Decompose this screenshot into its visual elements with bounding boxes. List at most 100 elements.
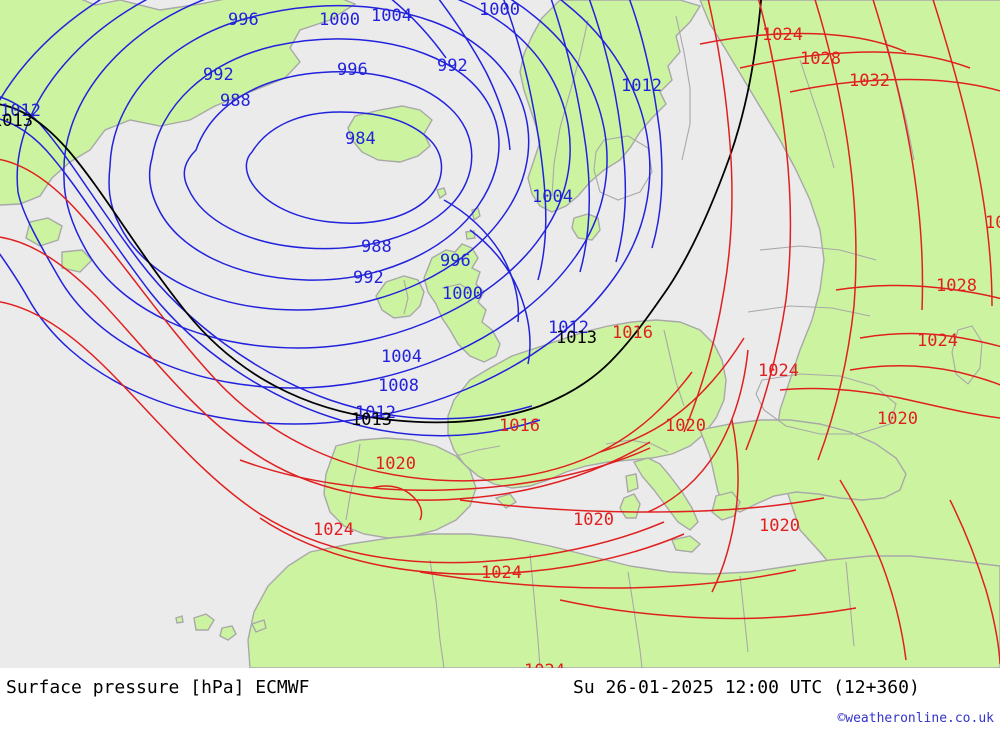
land-scandinavia: [519, 0, 702, 213]
isobar-1024: [0, 301, 665, 564]
isobar-label: 1004: [381, 347, 422, 367]
isobar-label: 988: [220, 91, 251, 111]
isobar-label: 1012: [355, 403, 396, 423]
isobar-africa-1: [839, 479, 907, 661]
isobar-label: 1000: [319, 10, 360, 30]
isobar-label: 1024: [524, 663, 565, 669]
isobar-label: 992: [437, 56, 468, 76]
land-north-africa: [247, 533, 1000, 668]
isobar-label: 1012: [621, 76, 662, 96]
isobar-1016-ne: [683, 0, 733, 433]
isobar-high-layer: [0, 0, 1000, 665]
isobar-label: 1013: [556, 328, 597, 348]
land-greenland-isles: [25, 217, 63, 247]
isobar-label: 992: [203, 65, 234, 85]
isobar-label: 1032: [849, 71, 890, 91]
isobar-label: 1000: [479, 0, 520, 20]
land-faroe: [436, 187, 447, 200]
isobar-label: 1024: [917, 331, 958, 351]
isobar-1012-scand: [628, 0, 663, 249]
isobar-low-layer: [0, 0, 663, 437]
watermark-credit: ©weatheronline.co.uk: [837, 711, 994, 726]
isobar-1032-ne: [932, 0, 993, 307]
land-canary-4: [175, 615, 184, 624]
isobar-1020b: [239, 447, 651, 491]
isobar-1008: [0, 0, 651, 425]
isobar-1000-east: [469, 229, 531, 365]
isobar-984: [245, 111, 443, 224]
isobar-label: 1016: [612, 323, 653, 343]
pressure-map[interactable]: 1012101399610001004100099299699298898410…: [0, 0, 1000, 668]
isobar-1012b: [0, 118, 541, 437]
footer-bar: Surface pressure [hPa] ECMWF Su 26-01-20…: [0, 668, 1000, 733]
isobar-med-1: [711, 419, 739, 593]
isobar-label: 1000: [442, 284, 483, 304]
chart-title: Surface pressure [hPa] ECMWF: [6, 677, 310, 698]
chart-datetime: Su 26-01-2025 12:00 UTC (12+360): [573, 677, 920, 698]
isobar-1024-ne: [814, 0, 857, 461]
isobar-label: 1012: [0, 101, 41, 121]
isobar-1013-atlantic: [0, 103, 541, 424]
isobar-996: [108, 5, 530, 311]
isobar-988: [183, 71, 473, 250]
isobar-1028-arc: [739, 51, 971, 69]
land-canary-1: [193, 613, 215, 631]
land-greece: [711, 491, 741, 521]
isobar-africa-3: [559, 599, 857, 620]
isobar-1024-arc: [699, 32, 907, 53]
isobar-iberia-sm: [371, 485, 423, 521]
isobar-1024-east: [859, 332, 1000, 348]
isobar-1032-arc: [789, 78, 1000, 93]
land-great-britain: [423, 243, 501, 363]
land-iceland: [347, 105, 433, 163]
isobar-1028-ne: [872, 0, 924, 311]
isobar-label: 1024: [758, 361, 799, 381]
isobar-label: 1028: [936, 276, 977, 296]
isobar-1000-top: [438, 0, 511, 151]
isobar-label: 1024: [481, 563, 522, 583]
isobar-africa-2: [949, 499, 1000, 665]
isobar-label: 1020: [375, 454, 416, 474]
isobar-label: 1013: [351, 410, 392, 430]
isobar-996-top: [391, 0, 447, 59]
isobar-1024b: [259, 517, 685, 575]
isobar-label: 996: [228, 10, 259, 30]
land-canary-2: [219, 625, 237, 641]
isobar-label: 1020: [573, 510, 614, 530]
isobar-label: 996: [440, 251, 471, 271]
isobar-label: 1016: [499, 416, 540, 436]
land-sicily: [671, 535, 702, 553]
isobar-1020-east: [647, 349, 749, 513]
isobar-1024-africa: [419, 569, 797, 589]
isobar-label: 1024: [313, 520, 354, 540]
isobar-label: 1013: [0, 111, 33, 131]
isobar-1016b: [599, 337, 745, 453]
land-canary-3: [251, 619, 267, 633]
isobar-1020-ne: [779, 387, 1000, 419]
isobar-label: 1020: [877, 409, 918, 429]
isobar-1028-east: [835, 284, 1000, 300]
land-denmark: [571, 213, 601, 241]
isobar-label: 1028: [800, 49, 841, 69]
isobar-label: 1004: [371, 6, 412, 26]
isobar-1020-med: [459, 497, 825, 513]
isobar-label: 1020: [759, 516, 800, 536]
isobar-1013-europe: [539, 0, 762, 407]
isobar-label: 984: [345, 129, 376, 149]
isobar-1004: [16, 0, 608, 389]
isobar-label: 992: [353, 268, 384, 288]
isobar-label: 1012: [548, 318, 589, 338]
isobar-1020: [0, 236, 651, 501]
isobar-label: 996: [337, 60, 368, 80]
isobar-label: 1024: [762, 25, 803, 45]
isobar-992: [148, 38, 500, 281]
isobar-1004-scand: [550, 0, 591, 273]
isobar-996-east: [443, 199, 520, 323]
isobar-label: 1020: [665, 416, 706, 436]
isobar-1008-scand: [588, 0, 627, 263]
isobar-ref-layer: [0, 0, 762, 424]
map-svg: [0, 0, 1000, 668]
land-corsica: [625, 473, 639, 493]
isobar-label: 1008: [378, 376, 419, 396]
